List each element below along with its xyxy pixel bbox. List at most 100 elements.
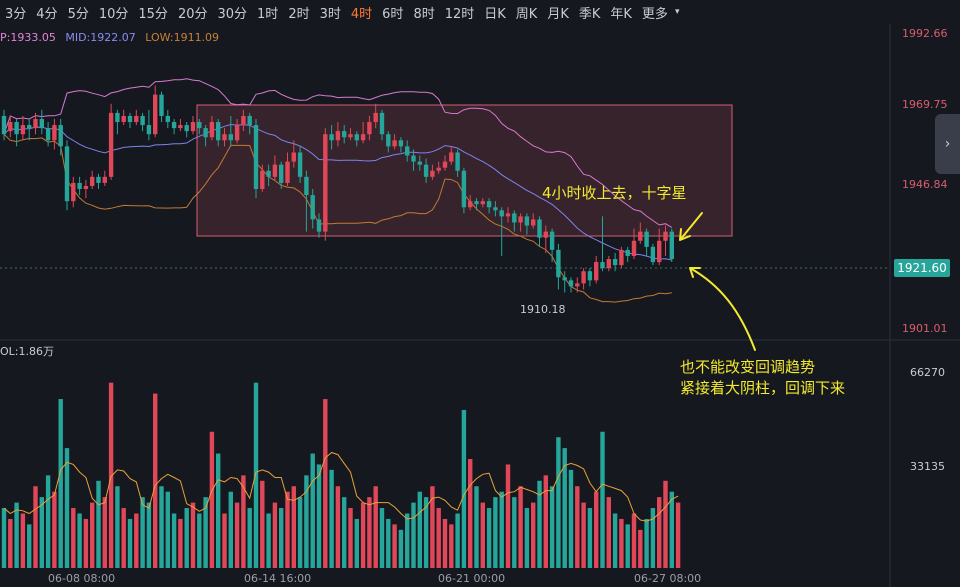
tab-16[interactable]: 月K	[547, 6, 569, 22]
volume-tick-1: 33135	[910, 460, 945, 473]
tab-8[interactable]: 2时	[288, 6, 310, 22]
candle-body	[619, 249, 624, 266]
candle-body	[165, 115, 170, 123]
tab-14[interactable]: 日K	[484, 6, 506, 22]
volume-bar	[549, 486, 555, 568]
candle-body	[159, 94, 164, 116]
volume-bar	[77, 513, 82, 568]
volume-bar	[8, 518, 13, 568]
candle-body	[480, 201, 485, 205]
volume-bar	[430, 486, 435, 568]
candle-body	[153, 94, 158, 135]
candle-body	[304, 176, 309, 196]
volume-bar	[234, 502, 240, 568]
tab-9[interactable]: 3时	[319, 6, 341, 22]
candle-body	[657, 240, 662, 263]
tab-19[interactable]: 更多	[641, 6, 668, 22]
volume-bar	[260, 480, 265, 568]
volume-bar	[537, 480, 542, 568]
volume-bar	[165, 491, 170, 568]
candle-body	[499, 210, 504, 217]
volume-bar	[90, 502, 95, 568]
volume-bar	[411, 502, 416, 568]
candle-body	[291, 152, 296, 162]
tab-1[interactable]: 4分	[36, 6, 58, 22]
tab-18[interactable]: 年K	[610, 6, 632, 22]
candle-body	[253, 125, 259, 190]
boll-mid-line	[3, 123, 672, 261]
candle-body	[644, 231, 649, 247]
candle-body	[373, 112, 378, 123]
volume-bar	[398, 529, 404, 568]
tab-7[interactable]: 1时	[257, 6, 279, 22]
candle-body	[537, 219, 542, 238]
volume-bar	[606, 497, 611, 568]
volume-bar	[310, 453, 315, 568]
tab-10[interactable]: 4时	[350, 6, 373, 22]
volume-bar	[115, 486, 120, 568]
volume-bar	[367, 497, 372, 568]
volume-bar	[663, 480, 668, 568]
volume-bar	[512, 497, 517, 568]
candle-body	[549, 231, 555, 250]
tab-5[interactable]: 20分	[177, 6, 208, 22]
candle-body	[587, 271, 593, 281]
volume-bar	[575, 486, 580, 568]
tab-12[interactable]: 8时	[413, 6, 435, 22]
tab-17[interactable]: 季K	[578, 6, 601, 22]
candle-body	[20, 125, 26, 135]
volume-bar	[619, 518, 624, 568]
volume-bar	[348, 508, 353, 568]
candle-body	[197, 122, 202, 129]
candle-body	[625, 249, 630, 256]
volume-bar	[171, 513, 177, 568]
candle-body	[190, 122, 196, 132]
volume-bar	[203, 497, 208, 568]
tab-6[interactable]: 30分	[217, 6, 248, 22]
volume-bar	[216, 453, 221, 568]
volume-bar	[461, 409, 467, 568]
volume-bar	[568, 469, 574, 568]
tab-11[interactable]: 6时	[382, 6, 404, 22]
tab-15[interactable]: 周K	[515, 6, 538, 22]
candle-body	[354, 134, 359, 141]
tab-2[interactable]: 5分	[67, 6, 89, 22]
candle-body	[102, 176, 107, 183]
time-tick-2: 06-21 00:00	[438, 572, 506, 585]
volume-bar	[222, 513, 227, 568]
tab-3[interactable]: 10分	[98, 6, 129, 22]
boll-upper-label: P:1933.05	[0, 31, 56, 44]
volume-bar	[323, 399, 328, 568]
volume-bar	[373, 486, 378, 568]
candle-body	[272, 164, 278, 177]
candle-body	[108, 112, 114, 177]
candle-body	[247, 115, 252, 126]
chevron-down-icon[interactable]: ▾	[674, 7, 680, 17]
chevron-right-icon[interactable]: ›	[935, 114, 960, 174]
candle-body	[631, 240, 637, 256]
volume-bar	[52, 491, 57, 568]
volume-bar	[178, 518, 183, 568]
tab-4[interactable]: 15分	[138, 6, 168, 22]
volume-bar	[360, 502, 366, 568]
candle-body	[234, 125, 240, 141]
volume-bar	[405, 513, 410, 568]
candle-body	[531, 219, 536, 226]
volume-bar	[392, 524, 397, 568]
candle-body	[14, 122, 19, 135]
volume-bar	[562, 448, 567, 568]
volume-bar	[33, 486, 38, 568]
candle-body	[411, 155, 416, 162]
candle-body	[279, 164, 284, 183]
tab-13[interactable]: 12时	[444, 6, 475, 22]
candle-body	[543, 231, 548, 238]
candle-body	[505, 213, 511, 217]
volume-bar	[436, 508, 441, 568]
tab-0[interactable]: 3分	[5, 6, 27, 22]
candle-body	[171, 122, 177, 129]
candle-body	[83, 185, 89, 190]
candle-body	[216, 122, 221, 141]
volume-bar	[209, 431, 215, 568]
time-tick-0: 06-08 08:00	[48, 572, 116, 585]
candle-body	[90, 176, 95, 186]
